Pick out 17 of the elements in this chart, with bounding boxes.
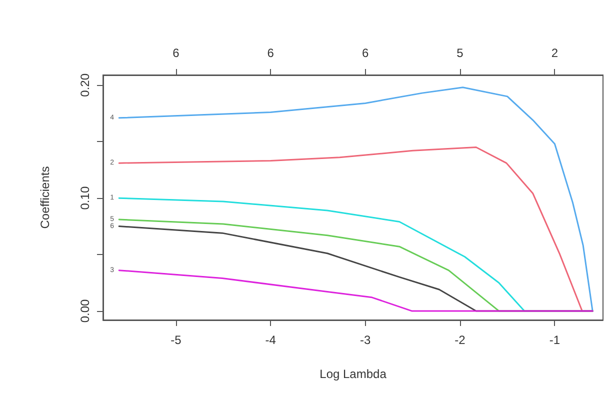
text: 6 <box>267 46 274 60</box>
x-axis-title: Log Lambda <box>320 367 387 381</box>
line-series <box>118 270 594 312</box>
y-tick-label: 0.10 <box>78 186 92 210</box>
text: 6 <box>172 46 180 60</box>
x-tick-label: -3 <box>360 333 371 347</box>
text: 5 <box>456 46 464 60</box>
text: 2 <box>551 46 558 60</box>
x-tick-label: -2 <box>454 333 466 347</box>
x-tick-label: -4 <box>265 333 276 347</box>
x-tick-label: -1 <box>549 333 560 347</box>
line-series <box>118 86 594 312</box>
y-axis-title: Coefficients <box>38 166 52 229</box>
y-tick-label: 0.00 <box>78 298 92 323</box>
y-tick-label: 0.20 <box>78 73 92 97</box>
x-tick-label: -5 <box>170 333 182 347</box>
text: 6 <box>362 46 369 60</box>
